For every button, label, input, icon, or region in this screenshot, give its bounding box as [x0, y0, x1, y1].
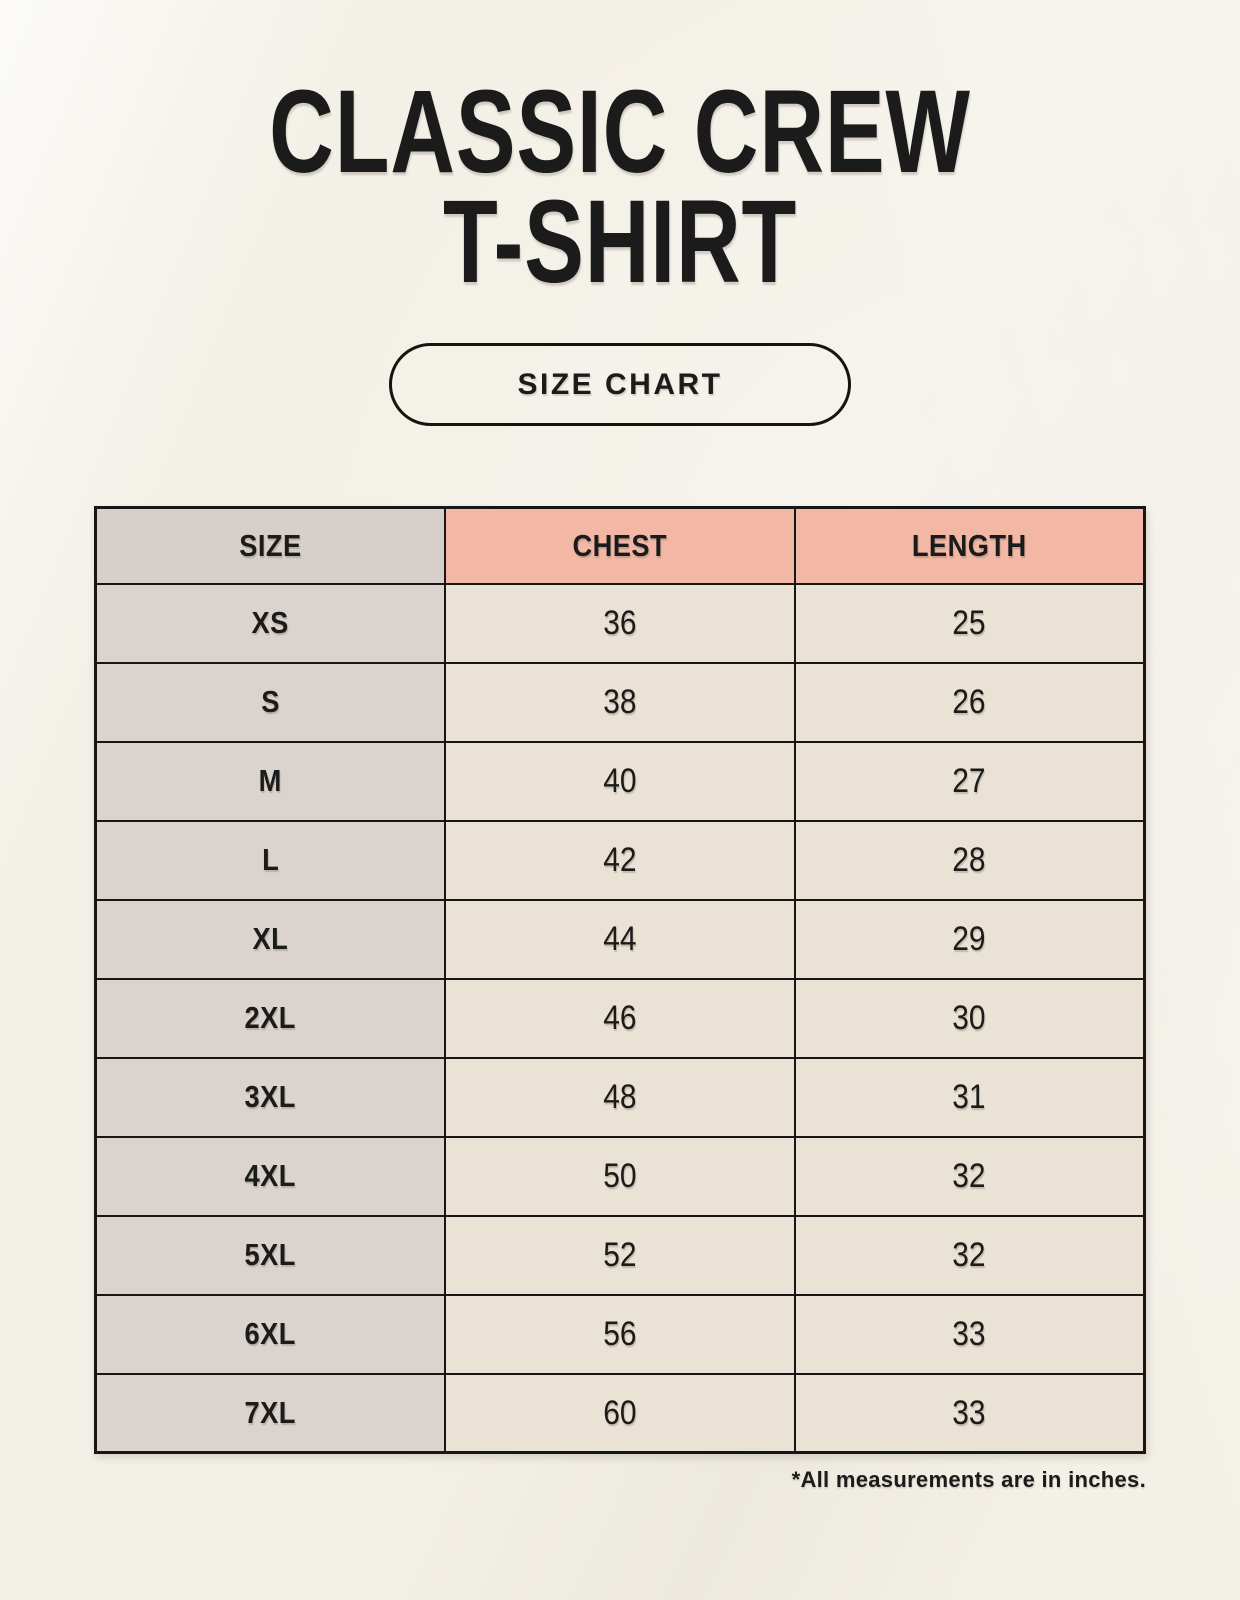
chest-value: 36 [603, 603, 637, 642]
size-cell: XS [94, 582, 447, 664]
length-cell: 25 [793, 582, 1146, 664]
length-cell: 33 [793, 1293, 1146, 1375]
size-label: XL [252, 921, 289, 957]
table-row-l: L 42 28 [94, 819, 1146, 901]
length-cell: 32 [793, 1135, 1146, 1217]
length-value: 29 [952, 919, 987, 958]
size-cell: 2XL [94, 977, 447, 1059]
table-row-4xl: 4XL 50 32 [94, 1135, 1146, 1217]
table-row-xl: XL 44 29 [94, 898, 1146, 980]
chest-cell: 40 [444, 740, 796, 822]
size-cell: XL [94, 898, 447, 980]
product-title-line1: CLASSIC CREW [269, 66, 971, 198]
table-row-s: S 38 26 [94, 661, 1146, 743]
length-value: 33 [952, 1314, 987, 1353]
table-row-m: M 40 27 [94, 740, 1146, 822]
length-value: 25 [952, 603, 987, 642]
chest-cell: 52 [444, 1214, 796, 1296]
size-cell: 7XL [94, 1372, 447, 1454]
length-cell: 26 [793, 661, 1146, 743]
table-row-7xl: 7XL 60 33 [94, 1372, 1146, 1454]
size-label: S [261, 684, 280, 720]
size-cell: 5XL [94, 1214, 447, 1296]
table-row-xs: XS 36 25 [94, 582, 1146, 664]
chest-value: 46 [603, 998, 637, 1037]
size-cell: M [94, 740, 447, 822]
length-cell: 27 [793, 740, 1146, 822]
size-cell: S [94, 661, 447, 743]
chest-cell: 56 [444, 1293, 796, 1375]
length-value: 33 [952, 1393, 987, 1432]
column-header-length: LENGTH [793, 506, 1146, 585]
chest-value: 40 [603, 761, 637, 800]
size-cell: 6XL [94, 1293, 447, 1375]
size-cell: L [94, 819, 447, 901]
size-cell: 3XL [94, 1056, 447, 1138]
chest-value: 42 [603, 840, 637, 879]
length-cell: 32 [793, 1214, 1146, 1296]
size-label: 2XL [244, 1000, 297, 1036]
length-value: 32 [952, 1156, 987, 1195]
column-header-size: SIZE [94, 506, 447, 585]
length-value: 31 [952, 1077, 987, 1116]
table-row-2xl: 2XL 46 30 [94, 977, 1146, 1059]
column-header-chest-label: CHEST [572, 528, 668, 564]
chest-cell: 48 [444, 1056, 796, 1138]
chest-cell: 50 [444, 1135, 796, 1217]
product-title: CLASSIC CREW T-SHIRT [149, 0, 1091, 308]
length-cell: 28 [793, 819, 1146, 901]
length-value: 26 [952, 682, 987, 721]
table-header-row: SIZE CHEST LENGTH [94, 506, 1146, 585]
chest-value: 48 [603, 1077, 637, 1116]
chest-cell: 38 [444, 661, 796, 743]
length-value: 30 [952, 998, 987, 1037]
table-row-6xl: 6XL 56 33 [94, 1293, 1146, 1375]
column-header-chest: CHEST [444, 506, 796, 585]
size-label: 4XL [244, 1158, 297, 1194]
column-header-size-label: SIZE [239, 528, 302, 564]
length-value: 27 [952, 761, 987, 800]
length-cell: 31 [793, 1056, 1146, 1138]
product-title-line2: T-SHIRT [442, 175, 798, 308]
size-label: 5XL [244, 1237, 297, 1273]
size-label: 6XL [244, 1316, 297, 1352]
size-label: XS [251, 605, 290, 641]
chest-cell: 46 [444, 977, 796, 1059]
size-cell: 4XL [94, 1135, 447, 1217]
size-label: 7XL [244, 1395, 297, 1431]
table-row-5xl: 5XL 52 32 [94, 1214, 1146, 1296]
chest-value: 60 [603, 1393, 637, 1432]
chest-value: 44 [603, 919, 637, 958]
size-chart-badge: SIZE CHART [389, 343, 851, 427]
length-cell: 33 [793, 1372, 1146, 1454]
chest-value: 38 [603, 682, 637, 721]
chest-cell: 60 [444, 1372, 796, 1454]
chest-cell: 36 [444, 582, 796, 664]
size-label: M [258, 763, 283, 799]
column-header-length-label: LENGTH [912, 528, 1027, 564]
length-value: 28 [952, 840, 987, 879]
length-cell: 29 [793, 898, 1146, 980]
length-value: 32 [952, 1235, 987, 1274]
measurements-footnote: *All measurements are in inches. [791, 1467, 1146, 1493]
size-label: L [262, 842, 280, 878]
chest-cell: 42 [444, 819, 796, 901]
chest-value: 50 [603, 1156, 637, 1195]
size-label: 3XL [244, 1079, 297, 1115]
table-row-3xl: 3XL 48 31 [94, 1056, 1146, 1138]
chest-cell: 44 [444, 898, 796, 980]
size-chart-table: SIZE CHEST LENGTH XS 36 25 S 38 26 M 40 … [94, 506, 1146, 1455]
size-chart-badge-label: SIZE CHART [517, 367, 723, 401]
length-cell: 30 [793, 977, 1146, 1059]
chest-value: 52 [603, 1235, 637, 1274]
chest-value: 56 [603, 1314, 637, 1353]
